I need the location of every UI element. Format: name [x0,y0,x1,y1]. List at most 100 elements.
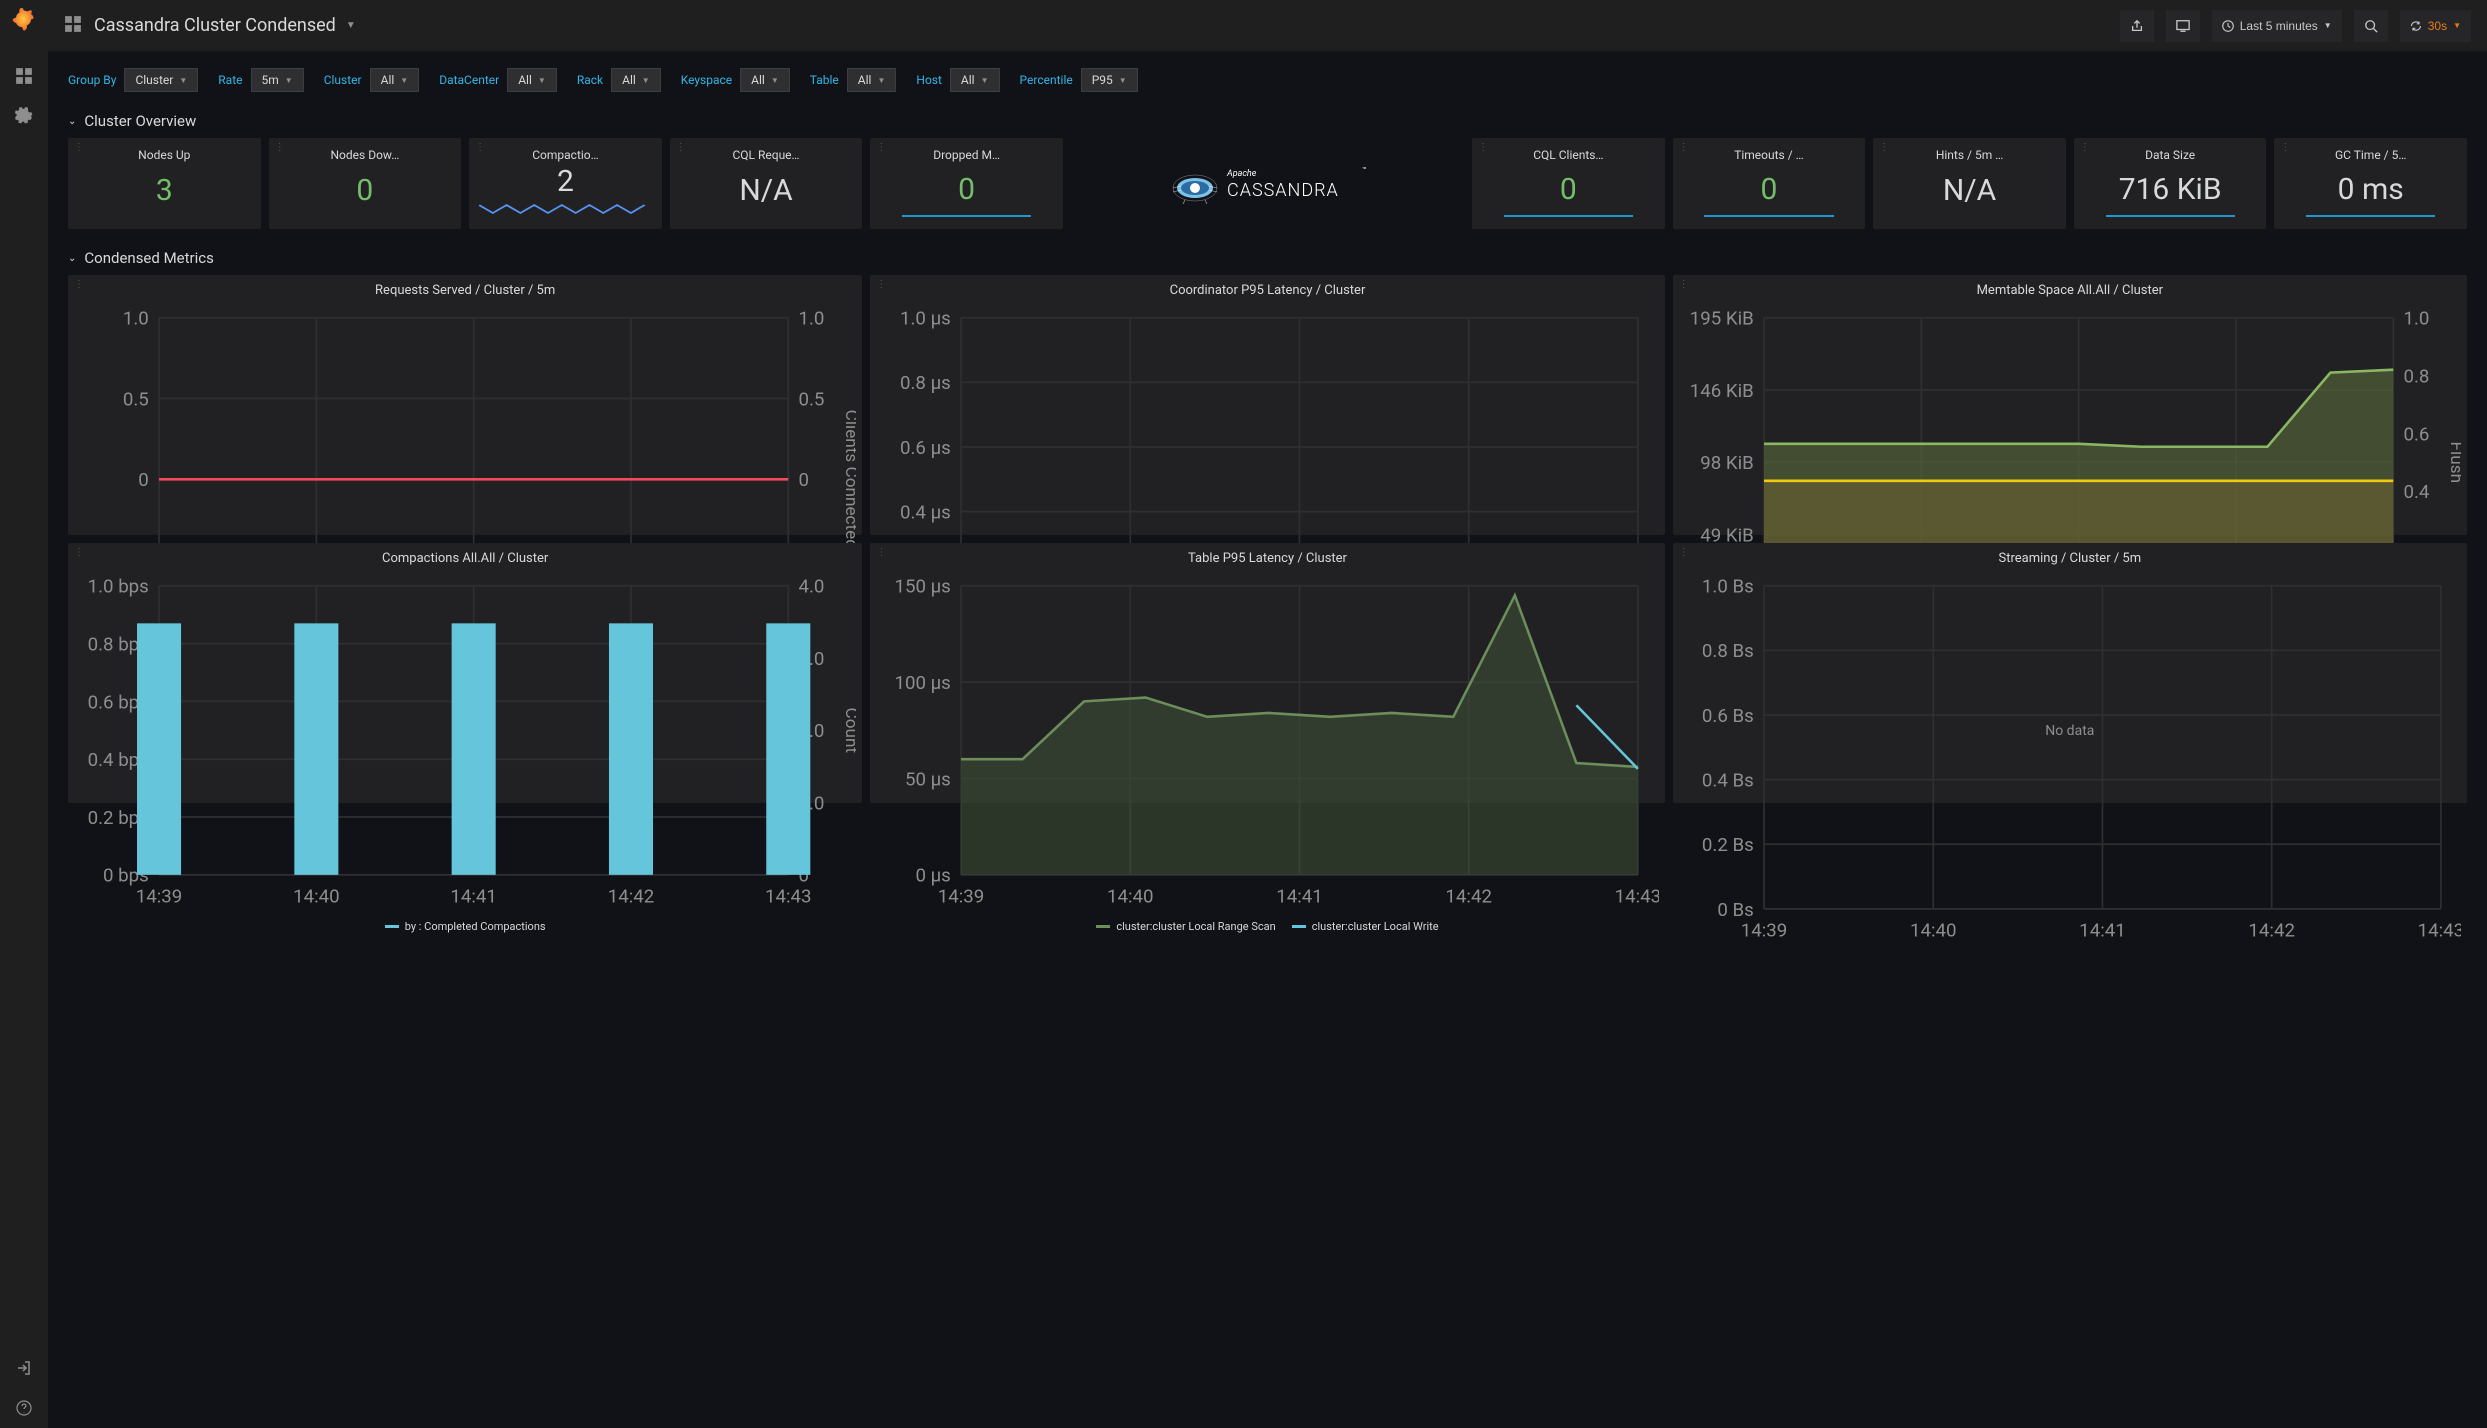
panel-handle-icon[interactable]: ⋮ [2280,142,2290,153]
svg-text:98 KiB: 98 KiB [1700,452,1754,474]
svg-text:0.6: 0.6 [2403,423,2429,445]
sidebar-item-help[interactable] [4,1388,44,1428]
filter-rate: Rate 5m▼ [218,68,303,92]
share-button[interactable] [2120,10,2154,42]
stat-title: Hints / 5m … [1877,146,2062,164]
stat-title: Compactio… [473,146,658,164]
stat-panel: ⋮ GC Time / 5… 0 ms [2274,138,2467,229]
refresh-interval-label: 30s [2428,19,2447,33]
filter-select[interactable]: All▼ [507,68,557,92]
filter-select[interactable]: All▼ [847,68,897,92]
filter-select[interactable]: All▼ [950,68,1000,92]
filter-select[interactable]: 5m▼ [251,68,304,92]
chevron-down-icon: ▼ [981,76,989,85]
chevron-down-icon: ⌄ [68,253,76,264]
chart-legend: by : Completed Compactions [74,916,856,933]
filter-group-by: Group By Cluster▼ [68,68,198,92]
tv-mode-button[interactable] [2166,10,2200,42]
filter-label: Keyspace [681,73,732,87]
chart-title: Table P95 Latency / Cluster [876,549,1658,572]
panel-handle-icon[interactable]: ⋮ [1679,279,1689,290]
sidebar-item-dashboards[interactable] [4,56,44,96]
stat-title: Data Size [2078,146,2263,164]
chart-compactions: ⋮ Compactions All.All / Cluster 0 bps0.2… [68,543,862,803]
filter-select[interactable]: Cluster▼ [124,68,198,92]
svg-text:14:39: 14:39 [1740,919,1787,941]
svg-text:0: 0 [138,469,149,491]
svg-text:14:43: 14:43 [1615,885,1659,907]
legend-item[interactable]: cluster:cluster Local Range Scan [1096,920,1275,933]
panel-handle-icon[interactable]: ⋮ [1679,142,1689,153]
panel-handle-icon[interactable]: ⋮ [74,142,84,153]
filter-select[interactable]: All▼ [740,68,790,92]
stat-title: GC Time / 5… [2278,146,2463,164]
svg-text:14:43: 14:43 [765,885,812,907]
dashboard-title[interactable]: Cassandra Cluster Condensed ▼ [94,15,356,36]
svg-text:1.0 bps: 1.0 bps [88,576,149,598]
svg-text:0.4 Bs: 0.4 Bs [1702,769,1754,791]
stat-panel: ⋮ Timeouts / … 0 [1673,138,1866,229]
zoom-out-button[interactable] [2354,10,2388,42]
svg-text:150 μs: 150 μs [895,576,951,598]
stat-title: Nodes Dow… [273,146,458,164]
panel-handle-icon[interactable]: ⋮ [876,142,886,153]
section-header-overview[interactable]: ⌄ Cluster Overview [48,104,2487,138]
filter-bar: Group By Cluster▼Rate 5m▼Cluster All▼Dat… [48,52,2487,104]
legend-item[interactable]: cluster:cluster Local Write [1292,920,1439,933]
panel-handle-icon[interactable]: ⋮ [1879,142,1889,153]
time-range-picker[interactable]: Last 5 minutes ▼ [2212,10,2342,42]
filter-label: Group By [68,73,116,87]
panel-handle-icon[interactable]: ⋮ [1679,547,1689,558]
svg-text:14:40: 14:40 [1910,919,1957,941]
topbar: Cassandra Cluster Condensed ▼ Last 5 min… [48,0,2487,52]
filter-select[interactable]: P95▼ [1081,68,1138,92]
svg-text:Flush: Flush [2446,442,2461,484]
charts-row-1: ⋮ Requests Served / Cluster / 5m -1.0-0.… [48,275,2487,543]
panel-handle-icon[interactable]: ⋮ [74,547,84,558]
stat-panel: ⋮ Nodes Up 3 [68,138,261,229]
refresh-button[interactable]: 30s ▼ [2400,10,2471,42]
filter-label: Host [916,73,942,87]
time-range-label: Last 5 minutes [2240,19,2318,33]
stat-value: 2 [473,164,658,199]
chart-streaming: ⋮ Streaming / Cluster / 5m 0 Bs0.2 Bs0.4… [1673,543,2467,803]
legend-item[interactable]: by : Completed Compactions [385,920,546,933]
panel-handle-icon[interactable]: ⋮ [676,142,686,153]
panel-handle-icon[interactable]: ⋮ [74,279,84,290]
svg-text:0.8: 0.8 [2403,365,2429,387]
filter-rack: Rack All▼ [577,68,661,92]
svg-text:14:39: 14:39 [938,885,985,907]
svg-text:14:42: 14:42 [608,885,655,907]
panel-handle-icon[interactable]: ⋮ [876,279,886,290]
svg-text:0 μs: 0 μs [916,865,951,887]
logo-name-text: CASSANDRA [1227,180,1339,201]
stat-panel: ⋮ Nodes Dow… 0 [269,138,462,229]
panel-handle-icon[interactable]: ⋮ [475,142,485,153]
panel-handle-icon[interactable]: ⋮ [275,142,285,153]
logo-top-text: Apache [1226,169,1257,179]
grafana-logo[interactable] [10,8,38,36]
svg-text:0.8 Bs: 0.8 Bs [1702,640,1754,662]
filter-host: Host All▼ [916,68,999,92]
dashboard-grid-icon[interactable] [64,15,82,37]
chart-title: Requests Served / Cluster / 5m [74,281,856,304]
chart-title: Compactions All.All / Cluster [74,549,856,572]
section-header-metrics[interactable]: ⌄ Condensed Metrics [48,241,2487,275]
chevron-down-icon: ▼ [771,76,779,85]
panel-handle-icon[interactable]: ⋮ [1478,142,1488,153]
section-title: Cluster Overview [84,112,196,130]
svg-text:0: 0 [799,469,810,491]
stat-panel: ⋮ Compactio… 2 [469,138,662,229]
stat-panel: ⋮ CQL Reque… N/A [670,138,863,229]
filter-table: Table All▼ [810,68,897,92]
panel-handle-icon[interactable]: ⋮ [876,547,886,558]
sidebar-item-signin[interactable] [4,1348,44,1388]
chevron-down-icon: ▼ [538,76,546,85]
svg-text:14:41: 14:41 [450,885,497,907]
filter-select[interactable]: All▼ [370,68,420,92]
filter-select[interactable]: All▼ [611,68,661,92]
panel-handle-icon[interactable]: ⋮ [2080,142,2090,153]
sidebar-item-settings[interactable] [4,96,44,136]
dashboard-title-text: Cassandra Cluster Condensed [94,15,336,36]
filter-percentile: Percentile P95▼ [1020,68,1138,92]
